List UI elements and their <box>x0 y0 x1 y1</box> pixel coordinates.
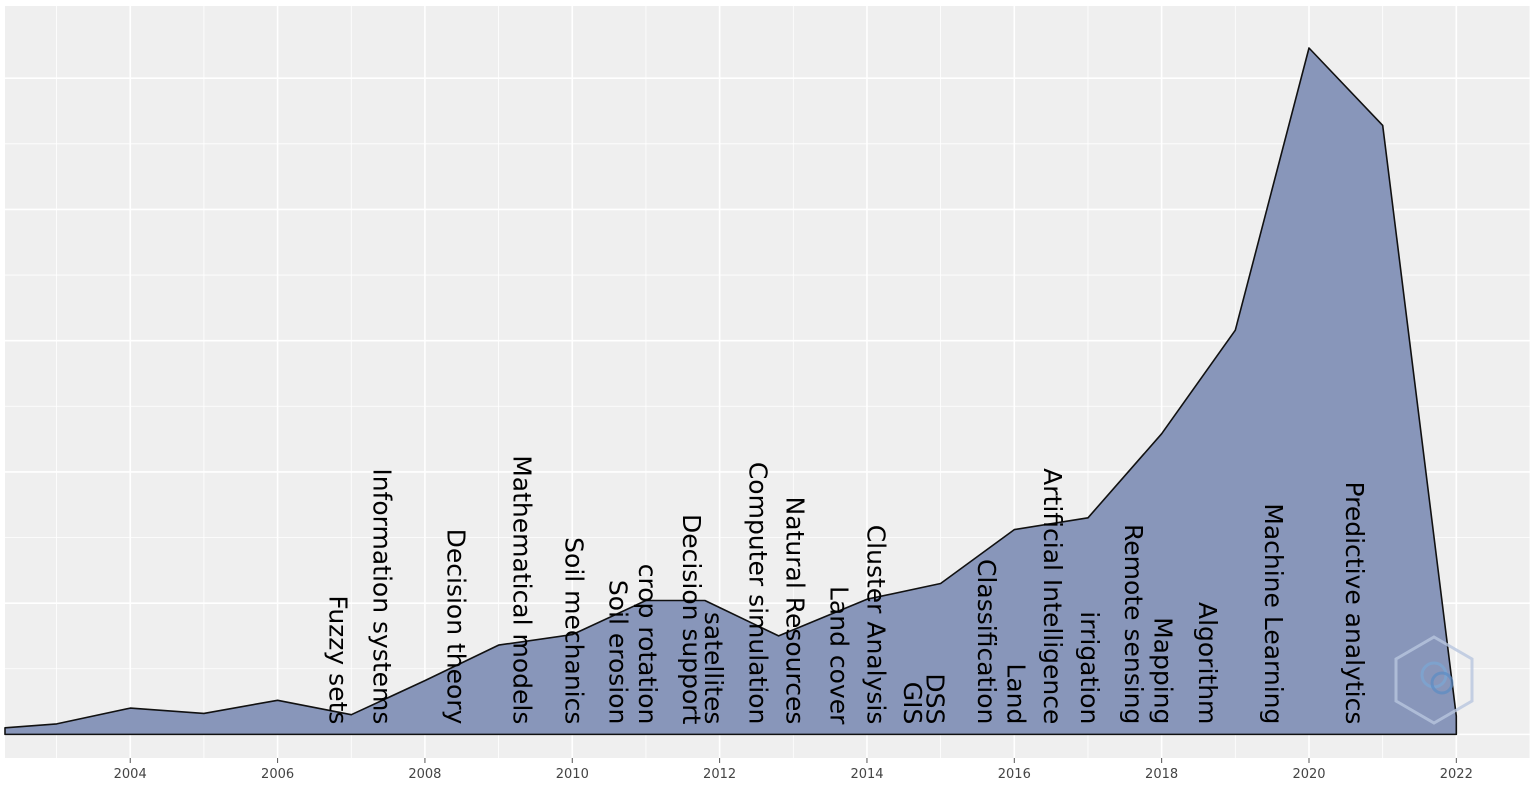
watermark-logo-icon <box>1394 635 1474 725</box>
topic-label: Land <box>1001 663 1030 724</box>
topic-label: Artificial Intelligence <box>1038 468 1067 724</box>
topic-label: Fuzzy sets <box>324 595 353 724</box>
topic-label: DSS <box>920 673 949 724</box>
x-tick-label: 2004 <box>114 767 147 782</box>
x-axis-ticks: 2004 2006 2008 2010 2012 2014 2016 2018 2020 2022 <box>114 758 1473 782</box>
topic-label: Algorithm <box>1193 602 1222 724</box>
x-tick-label: 2008 <box>408 767 441 782</box>
x-tick-label: 2016 <box>998 767 1031 782</box>
topic-label: Mathematical models <box>508 455 537 724</box>
x-tick-label: 2014 <box>850 767 883 782</box>
topic-label: satellites <box>699 612 728 725</box>
topic-label: Machine Learning <box>1259 503 1288 724</box>
x-tick-label: 2006 <box>261 767 294 782</box>
topic-label: Natural Resources <box>780 497 809 725</box>
topic-label: Soil erosion <box>604 580 633 725</box>
topic-label: Decision support <box>677 514 706 725</box>
x-tick-label: 2022 <box>1440 767 1473 782</box>
x-tick-label: 2010 <box>556 767 589 782</box>
topic-label: Cluster Analysis <box>861 525 890 725</box>
x-tick-label: 2012 <box>703 767 736 782</box>
topic-label: irrigation <box>1075 611 1104 724</box>
topic-label: Computer simulation <box>743 462 772 725</box>
topic-label: GIS <box>898 682 927 725</box>
topic-label: Predictive analytics <box>1340 481 1369 724</box>
topic-label: Remote sensing <box>1119 524 1148 724</box>
topic-label: Decision theory <box>441 529 470 725</box>
topic-label: Classification <box>972 559 1001 724</box>
topic-label: Land cover <box>825 586 854 725</box>
x-tick-label: 2018 <box>1145 767 1178 782</box>
topic-label: crop rotation <box>633 564 662 725</box>
area-series <box>4 47 1458 736</box>
topic-label: Information systems <box>368 468 397 724</box>
topic-label: Mapping <box>1149 617 1178 724</box>
topic-annotations: Fuzzy sets Information systems Decision th… <box>324 455 1370 725</box>
x-tick-label: 2020 <box>1292 767 1325 782</box>
topic-label: Soil mechanics <box>559 537 588 724</box>
